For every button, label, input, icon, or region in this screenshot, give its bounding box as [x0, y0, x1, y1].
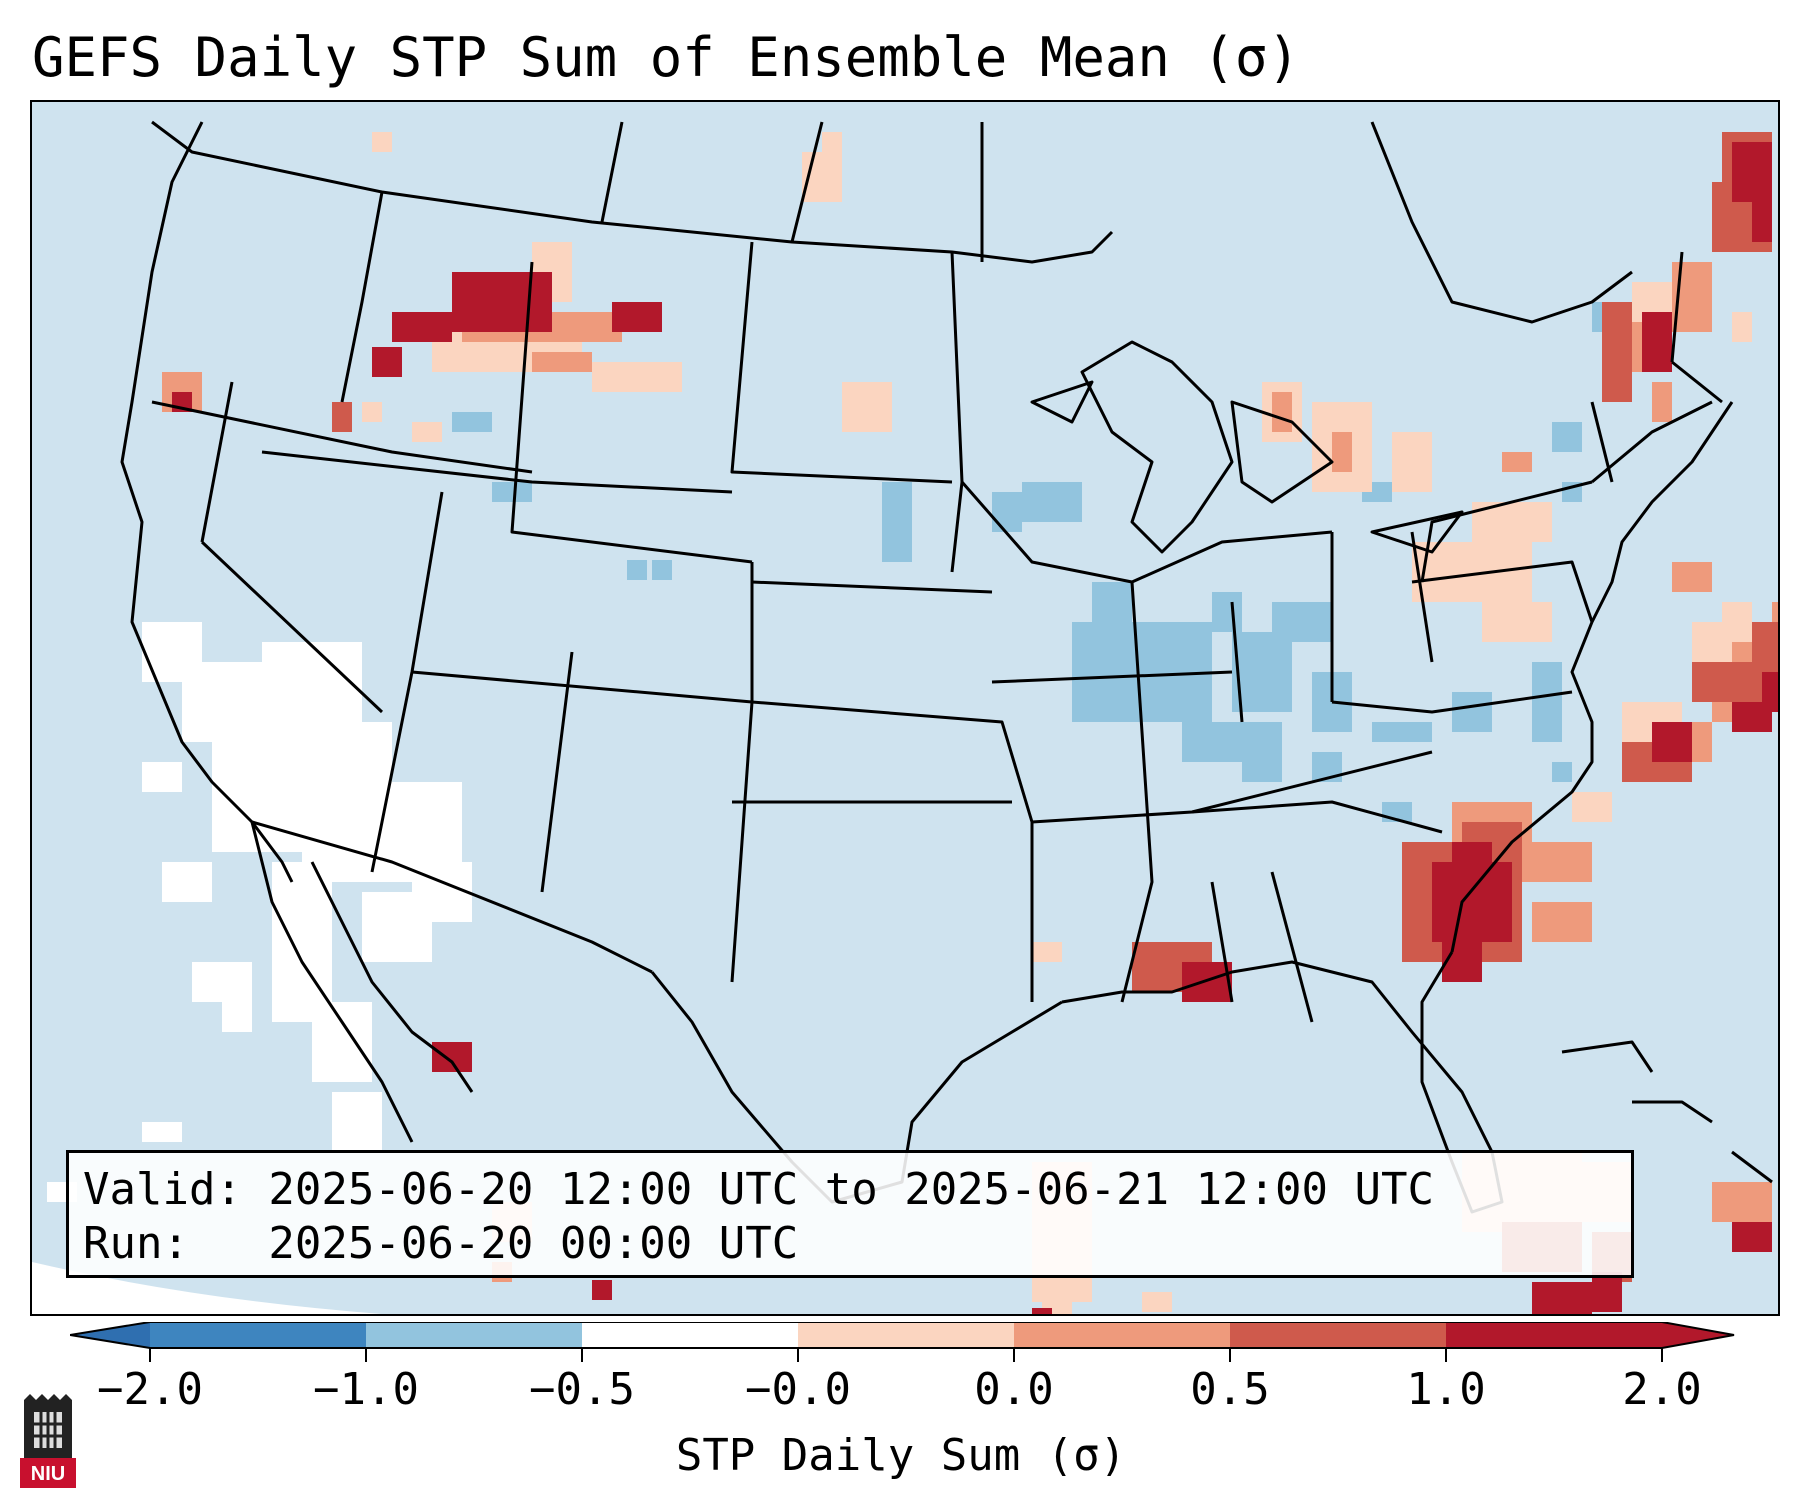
- colorbar-tick-label: 0.0: [974, 1364, 1054, 1415]
- colorbar-extend-high: [1446, 1322, 1734, 1348]
- colorbar-tick-label: −0.5: [529, 1364, 635, 1415]
- niu-logo-icon: NIU: [20, 1394, 76, 1488]
- colorbar-segment-3: [582, 1322, 798, 1348]
- anomaly-white-patches: [47, 622, 472, 1202]
- colorbar: [70, 1322, 1735, 1362]
- anomaly-darkred-patches: [172, 142, 1778, 1314]
- run-time-text: Run: 2025-06-20 00:00 UTC: [83, 1218, 799, 1269]
- colorbar-segment-6: [1230, 1322, 1446, 1348]
- colorbar-tick-label: 0.5: [1190, 1364, 1270, 1415]
- map-svg: [32, 120, 1778, 1314]
- colorbar-tick-label: 2.0: [1622, 1364, 1702, 1415]
- colorbar-ticks: [149, 1348, 1663, 1362]
- colorbar-label: STP Daily Sum (σ): [675, 1430, 1127, 1481]
- map-panel: [30, 100, 1780, 1316]
- colorbar-segment-4: [798, 1322, 1014, 1348]
- colorbar-tick-label: −0.0: [745, 1364, 851, 1415]
- colorbar-tick-label: 1.0: [1406, 1364, 1486, 1415]
- valid-run-info-box: Valid: 2025-06-20 12:00 UTC to 2025-06-2…: [66, 1150, 1634, 1278]
- colorbar-extend-low: [70, 1322, 150, 1348]
- domain-edge: [32, 1262, 382, 1314]
- colorbar-segment-1: [150, 1322, 366, 1348]
- colorbar-tick-label: −1.0: [313, 1364, 419, 1415]
- colorbar-tick-label: −2.0: [97, 1364, 203, 1415]
- logo-text: NIU: [31, 1463, 65, 1485]
- colorbar-segment-2: [366, 1322, 582, 1348]
- valid-time-text: Valid: 2025-06-20 12:00 UTC to 2025-06-2…: [83, 1164, 1435, 1215]
- colorbar-segment-5: [1014, 1322, 1230, 1348]
- state-boundaries: [120, 120, 1773, 1214]
- chart-title: GEFS Daily STP Sum of Ensemble Mean (σ): [32, 26, 1300, 89]
